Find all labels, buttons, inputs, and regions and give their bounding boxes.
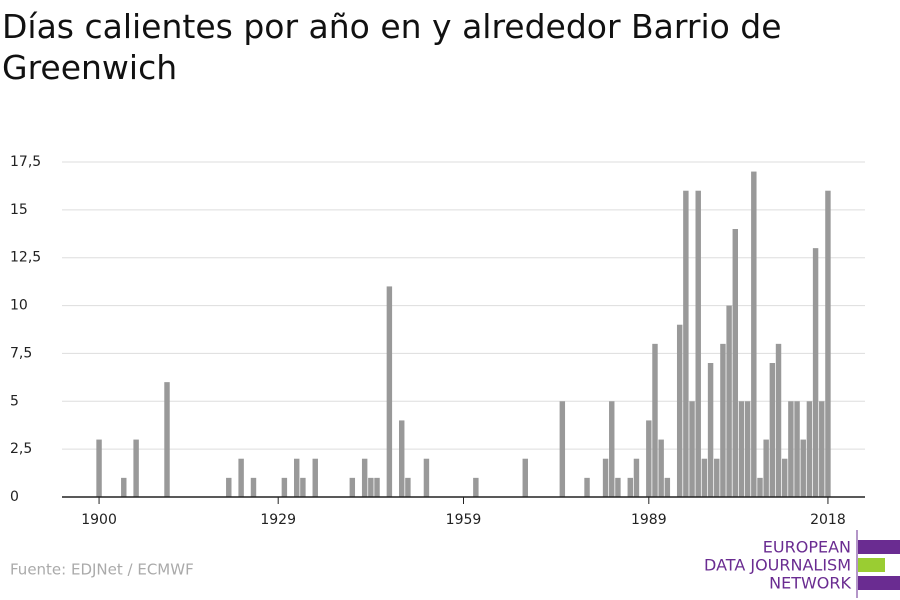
bar bbox=[812, 248, 819, 497]
bar bbox=[781, 458, 788, 497]
bar bbox=[732, 229, 739, 497]
bar bbox=[751, 171, 757, 498]
bar bbox=[707, 363, 714, 497]
bar bbox=[652, 343, 658, 497]
bar bbox=[646, 420, 652, 497]
y-tick-label: 17,5 bbox=[10, 154, 41, 170]
logo-text: EUROPEAN bbox=[763, 538, 851, 557]
x-tick-label: 1989 bbox=[631, 512, 667, 528]
bar bbox=[584, 477, 590, 497]
bar bbox=[226, 477, 232, 497]
bar bbox=[602, 458, 609, 497]
bar bbox=[676, 324, 683, 497]
logo-bar bbox=[858, 576, 900, 590]
logo: EUROPEAN DATA JOURNALISM NETWORK bbox=[704, 530, 900, 598]
bar bbox=[720, 343, 726, 497]
bar bbox=[374, 477, 380, 497]
y-tick-label: 12,5 bbox=[10, 250, 41, 266]
bar bbox=[294, 458, 300, 497]
bar bbox=[627, 477, 633, 497]
bar bbox=[559, 401, 566, 497]
bar bbox=[368, 477, 374, 497]
bar bbox=[609, 401, 615, 497]
bar bbox=[281, 477, 288, 497]
bar bbox=[386, 286, 393, 497]
chart-title: Días calientes por año en y alrededor Ba… bbox=[2, 7, 782, 87]
bar bbox=[633, 458, 640, 497]
bar bbox=[695, 190, 701, 497]
bar bbox=[300, 477, 306, 497]
y-tick-label: 0 bbox=[10, 489, 19, 505]
y-tick-label: 10 bbox=[10, 298, 28, 314]
bar bbox=[473, 477, 479, 497]
x-tick-label: 1929 bbox=[260, 512, 296, 528]
x-tick-label: 1900 bbox=[81, 512, 117, 528]
y-tick-label: 15 bbox=[10, 202, 28, 218]
bar bbox=[683, 190, 689, 497]
bar bbox=[312, 458, 318, 497]
bar bbox=[775, 343, 782, 497]
bar bbox=[800, 439, 806, 497]
x-tick-label: 1959 bbox=[446, 512, 482, 528]
bar bbox=[121, 477, 127, 497]
bar bbox=[250, 477, 257, 497]
bar bbox=[522, 458, 528, 497]
bar bbox=[744, 401, 751, 497]
bar bbox=[714, 458, 720, 497]
bar bbox=[726, 305, 732, 497]
bar bbox=[689, 401, 695, 497]
logo-bar bbox=[858, 540, 900, 554]
bar bbox=[769, 363, 776, 497]
x-tick-label: 2018 bbox=[810, 512, 846, 528]
bar bbox=[738, 401, 745, 497]
logo-text: NETWORK bbox=[769, 574, 851, 593]
bar bbox=[399, 420, 405, 497]
y-tick-label: 5 bbox=[10, 393, 19, 409]
bar bbox=[133, 439, 139, 497]
bar bbox=[238, 458, 244, 497]
bar bbox=[788, 401, 794, 497]
y-tick-label: 2,5 bbox=[10, 441, 32, 457]
bar bbox=[423, 458, 430, 497]
bar bbox=[701, 458, 708, 497]
source: Fuente: EDJNet / ECMWF bbox=[10, 561, 194, 579]
bar bbox=[405, 477, 411, 497]
logo-bar bbox=[858, 558, 885, 572]
bar bbox=[794, 401, 800, 497]
logo-text: DATA JOURNALISM bbox=[704, 556, 851, 575]
bar bbox=[658, 439, 664, 497]
bar bbox=[615, 477, 621, 497]
y-tick-label: 7,5 bbox=[10, 345, 32, 361]
bar bbox=[96, 439, 102, 497]
bar bbox=[361, 458, 368, 497]
bar bbox=[664, 477, 671, 497]
bar bbox=[763, 439, 769, 497]
bar bbox=[806, 401, 813, 497]
bar bbox=[164, 382, 170, 497]
bar bbox=[757, 477, 763, 497]
bar bbox=[819, 401, 825, 497]
bar bbox=[349, 477, 356, 497]
bar bbox=[825, 190, 831, 497]
